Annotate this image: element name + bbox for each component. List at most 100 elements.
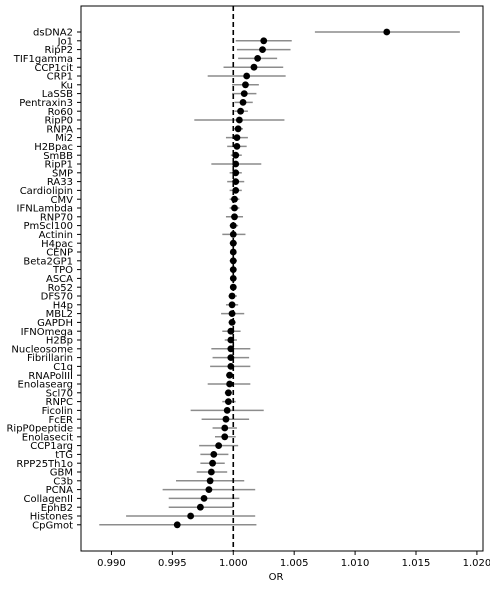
y-tick-label: CpGmot — [32, 520, 73, 531]
or-point — [207, 468, 215, 476]
y-tick-label: Ficolin — [42, 406, 73, 417]
y-tick-label: Fibrillarin — [27, 353, 73, 364]
or-point — [225, 389, 232, 397]
or-point — [225, 398, 232, 405]
y-tick-label: DFS70 — [41, 292, 73, 303]
or-point — [383, 28, 391, 36]
y-tick-label: C3b — [53, 476, 73, 487]
x-axis-ticks: 0.990 0.995 1.000 1.005 1.010 1.015 1.020 — [97, 551, 490, 569]
points-layer — [173, 28, 391, 529]
or-point — [233, 143, 241, 150]
or-point — [240, 90, 248, 97]
y-tick-label: PmScl100 — [24, 221, 73, 232]
y-tick-label: IFNOmega — [21, 327, 73, 338]
or-point — [226, 371, 234, 379]
y-tick-label: tTG — [55, 450, 73, 461]
y-tick-label: CRP1 — [47, 72, 73, 83]
or-point — [209, 459, 216, 467]
or-point — [221, 424, 229, 432]
or-point — [205, 486, 213, 493]
x-tick-label: 1.000 — [219, 558, 248, 569]
y-tick-label: SMP — [52, 168, 73, 179]
x-tick-label: 0.995 — [158, 558, 187, 569]
y-tick-label: Actinin — [39, 230, 73, 241]
y-tick-label: RNPC — [46, 397, 73, 408]
or-point — [222, 415, 230, 423]
or-point — [215, 442, 223, 449]
or-point — [229, 231, 237, 238]
y-tick-label: PCNA — [46, 485, 73, 496]
or-point — [260, 37, 268, 45]
y-tick-label: TIF1gamma — [13, 54, 73, 65]
y-tick-label: Cardiolipin — [20, 186, 73, 197]
or-point — [210, 451, 218, 458]
y-tick-label: H4p — [53, 300, 73, 311]
or-point — [237, 107, 244, 115]
y-tick-label: FcER — [48, 415, 73, 426]
y-tick-label: CCP1cit — [34, 63, 73, 74]
y-tick-label: C1q — [53, 362, 73, 373]
plot-background — [81, 6, 483, 551]
y-tick-label: CMV — [51, 195, 74, 206]
y-tick-label: Beta2GP1 — [23, 256, 73, 267]
or-point — [227, 336, 235, 344]
x-tick-label: 1.020 — [463, 558, 490, 569]
y-tick-label: CollagenII — [23, 494, 73, 505]
or-point — [229, 275, 237, 282]
y-tick-label: Enolasecit — [22, 432, 73, 443]
or-point — [229, 222, 237, 230]
or-point — [196, 503, 204, 511]
or-point — [206, 477, 214, 485]
y-tick-label: H2Bpac — [34, 142, 73, 153]
x-tick-label: 1.005 — [280, 558, 309, 569]
or-point — [173, 521, 181, 529]
or-point — [232, 178, 240, 186]
y-tick-label: EphB2 — [41, 503, 73, 514]
or-point — [232, 151, 240, 159]
y-tick-label: RipP0peptide — [6, 424, 73, 435]
y-tick-label: RipP1 — [45, 160, 73, 171]
or-point — [229, 283, 237, 291]
or-point — [232, 169, 240, 177]
x-tick-label: 1.015 — [402, 558, 431, 569]
y-tick-label: H2Bp — [46, 336, 73, 347]
or-point — [243, 72, 251, 80]
y-tick-label: SmBB — [43, 151, 73, 162]
or-point — [231, 195, 238, 203]
y-tick-label: RA33 — [47, 177, 73, 188]
y-tick-label: RPP25Th1o — [16, 459, 73, 470]
y-tick-label: Jo1 — [57, 36, 73, 47]
or-point — [229, 257, 237, 265]
or-point — [229, 248, 237, 256]
or-point — [229, 266, 237, 273]
or-point — [221, 433, 229, 441]
y-tick-label: Scl70 — [46, 388, 73, 399]
or-point — [227, 327, 235, 335]
or-point — [250, 63, 258, 71]
x-tick-label: 0.990 — [97, 558, 126, 569]
or-point — [254, 55, 262, 62]
y-tick-label: MBL2 — [46, 309, 73, 320]
or-point — [228, 292, 236, 300]
y-tick-label: RipP0 — [45, 116, 73, 127]
or-point — [227, 363, 235, 370]
or-point — [231, 213, 238, 221]
or-point — [232, 187, 240, 194]
y-tick-label: RipP2 — [45, 45, 73, 56]
y-tick-label: Pentraxin3 — [19, 98, 73, 109]
y-tick-label: RNAPolIII — [28, 371, 73, 382]
or-point — [231, 204, 238, 212]
or-point — [223, 407, 231, 414]
x-tick-label: 1.010 — [341, 558, 370, 569]
or-point — [259, 46, 266, 53]
or-point — [242, 81, 249, 89]
y-tick-label: Histones — [30, 512, 73, 523]
or-point — [232, 160, 240, 168]
or-point — [187, 512, 195, 520]
y-tick-label: TPO — [52, 265, 73, 276]
y-tick-label: H4pac — [41, 239, 73, 250]
y-tick-label: dsDNA2 — [33, 28, 73, 39]
y-tick-label: Ro60 — [48, 107, 73, 118]
